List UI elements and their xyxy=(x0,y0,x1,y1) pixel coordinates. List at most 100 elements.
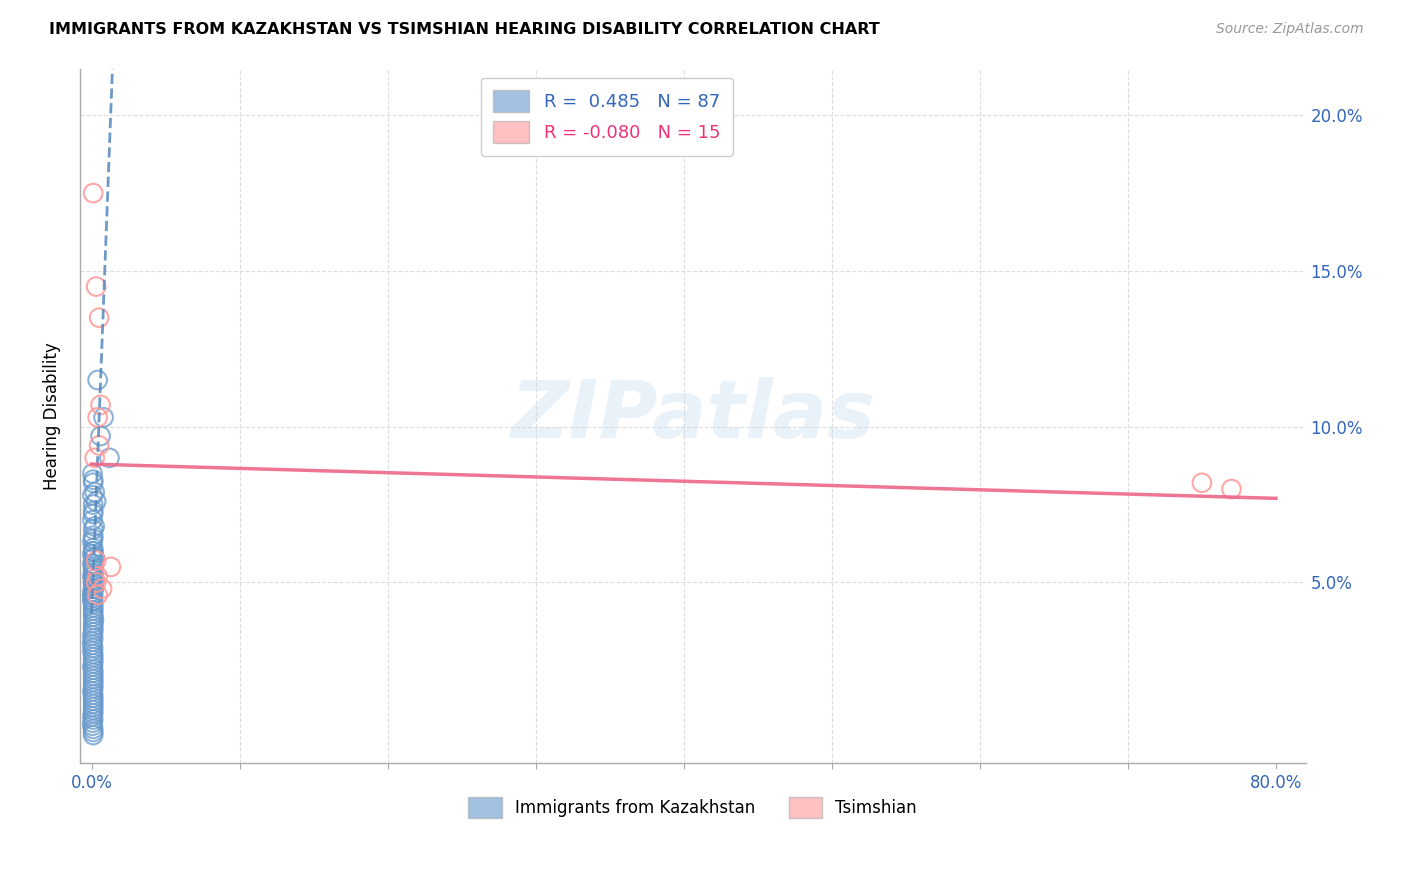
Point xyxy=(82,488,104,502)
Point xyxy=(82,513,104,527)
Point xyxy=(82,550,104,565)
Point xyxy=(82,609,104,624)
Point xyxy=(82,650,104,665)
Point xyxy=(82,557,104,571)
Point xyxy=(82,688,104,702)
Point xyxy=(82,584,104,599)
Point xyxy=(82,622,104,636)
Text: IMMIGRANTS FROM KAZAKHSTAN VS TSIMSHIAN HEARING DISABILITY CORRELATION CHART: IMMIGRANTS FROM KAZAKHSTAN VS TSIMSHIAN … xyxy=(49,22,880,37)
Point xyxy=(83,450,105,465)
Point xyxy=(82,569,104,583)
Point xyxy=(82,548,104,562)
Point xyxy=(82,475,104,490)
Point xyxy=(82,690,104,705)
Point xyxy=(82,572,104,586)
Point xyxy=(82,532,104,546)
Point xyxy=(82,709,104,723)
Text: Source: ZipAtlas.com: Source: ZipAtlas.com xyxy=(1216,22,1364,37)
Point xyxy=(82,634,104,648)
Point xyxy=(82,728,104,742)
Point xyxy=(82,703,104,717)
Point xyxy=(82,619,104,633)
Point xyxy=(86,373,108,387)
Point xyxy=(84,575,107,590)
Point xyxy=(83,582,105,596)
Point xyxy=(82,563,104,577)
Point xyxy=(82,663,104,677)
Point xyxy=(82,588,104,602)
Point xyxy=(82,578,104,592)
Point xyxy=(82,672,104,686)
Point xyxy=(84,494,107,508)
Point xyxy=(82,722,104,736)
Point xyxy=(82,600,104,615)
Point xyxy=(83,485,105,500)
Point xyxy=(87,438,110,452)
Point xyxy=(82,725,104,739)
Point xyxy=(82,541,104,556)
Point xyxy=(82,597,104,611)
Point xyxy=(82,625,104,640)
Point xyxy=(87,310,110,325)
Point xyxy=(84,279,107,293)
Point xyxy=(82,560,104,574)
Legend: Immigrants from Kazakhstan, Tsimshian: Immigrants from Kazakhstan, Tsimshian xyxy=(461,790,924,824)
Point xyxy=(86,410,108,425)
Text: ZIPatlas: ZIPatlas xyxy=(510,376,875,455)
Point xyxy=(82,675,104,690)
Point xyxy=(82,644,104,658)
Point xyxy=(82,678,104,692)
Point xyxy=(82,706,104,721)
Point xyxy=(84,554,107,568)
Point xyxy=(82,713,104,727)
Point xyxy=(82,684,104,698)
Point xyxy=(82,715,104,730)
Point xyxy=(82,473,104,487)
Point xyxy=(82,467,104,481)
Point xyxy=(82,594,104,608)
Point xyxy=(91,582,114,596)
Point xyxy=(82,628,104,642)
Point xyxy=(1191,475,1213,490)
Point xyxy=(82,615,104,630)
Point xyxy=(82,632,104,646)
Point xyxy=(82,569,104,583)
Point xyxy=(82,544,104,558)
Point xyxy=(82,657,104,671)
Point xyxy=(82,507,104,521)
Point xyxy=(82,498,104,512)
Point xyxy=(82,607,104,621)
Point xyxy=(82,665,104,680)
Point xyxy=(82,638,104,652)
Point xyxy=(82,523,104,537)
Point xyxy=(82,594,104,608)
Point xyxy=(82,591,104,605)
Point xyxy=(82,659,104,673)
Point xyxy=(82,582,104,596)
Point xyxy=(82,504,104,518)
Point xyxy=(82,588,104,602)
Point xyxy=(90,429,112,443)
Point xyxy=(82,719,104,733)
Point xyxy=(90,398,112,412)
Point xyxy=(98,450,121,465)
Point xyxy=(83,550,105,565)
Point xyxy=(82,669,104,683)
Point xyxy=(82,566,104,581)
Point xyxy=(82,535,104,549)
Point xyxy=(82,186,104,200)
Point xyxy=(83,519,105,533)
Point xyxy=(82,697,104,711)
Point xyxy=(82,700,104,714)
Point xyxy=(82,694,104,708)
Point xyxy=(86,588,108,602)
Y-axis label: Hearing Disability: Hearing Disability xyxy=(44,342,60,490)
Point xyxy=(93,410,115,425)
Point xyxy=(82,557,104,571)
Point xyxy=(82,647,104,661)
Point xyxy=(86,569,108,583)
Point xyxy=(1220,482,1243,496)
Point xyxy=(82,640,104,655)
Point xyxy=(82,544,104,558)
Point xyxy=(100,560,122,574)
